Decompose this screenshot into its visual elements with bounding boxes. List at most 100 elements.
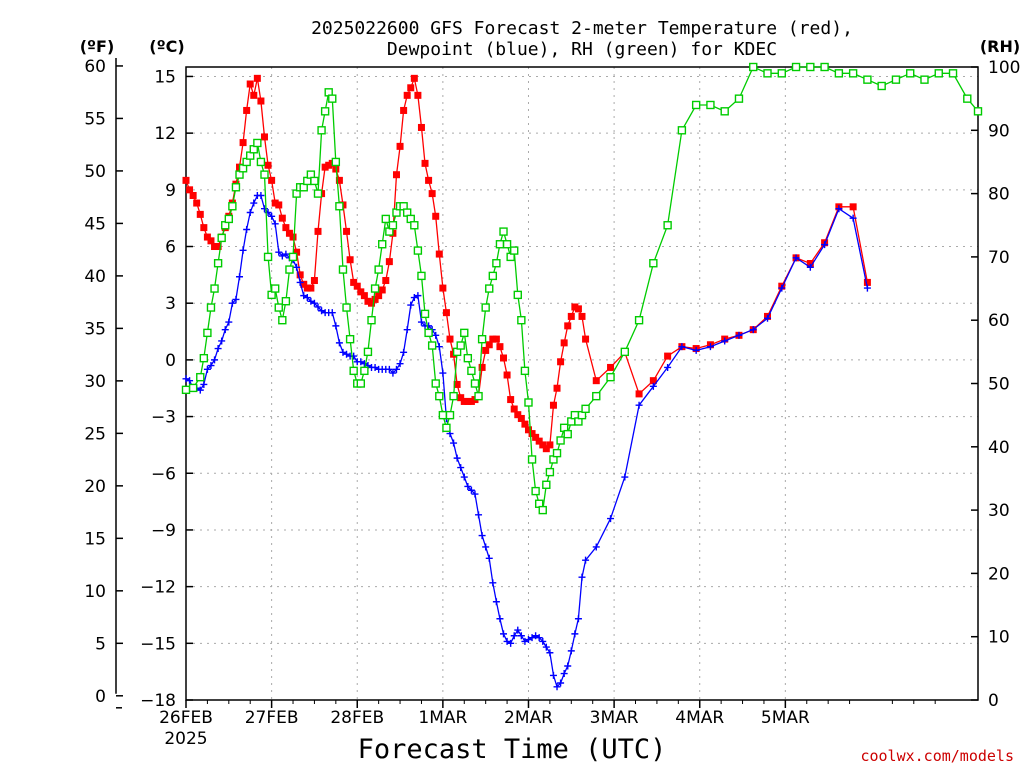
- rh-point: [463, 353, 473, 363]
- x-tick-label: 1MAR: [418, 708, 467, 728]
- fahrenheit-tick-label: 20: [84, 477, 106, 497]
- temperature-point: [250, 91, 258, 99]
- temperature-point: [500, 354, 508, 362]
- rh-unit-label: (RH): [980, 37, 1020, 56]
- rh-point: [274, 303, 283, 312]
- temperature-point: [275, 201, 283, 209]
- series-rh: [181, 62, 983, 515]
- rh-point: [517, 316, 526, 325]
- rh-point: [581, 404, 590, 414]
- rh-point: [545, 467, 555, 477]
- temperature-point: [325, 161, 333, 169]
- rh-point: [527, 455, 537, 464]
- rh-point: [338, 265, 348, 274]
- temperature-point: [564, 322, 572, 330]
- dewpoint-point: [721, 337, 729, 345]
- rh-tick-label: 50: [988, 375, 1010, 395]
- dewpoint-point: [849, 214, 857, 222]
- dewpoint-point: [232, 295, 240, 303]
- rh-point: [206, 303, 216, 312]
- rh-point: [906, 69, 915, 78]
- temperature-point: [489, 335, 497, 343]
- temperature-point: [193, 199, 201, 207]
- x-tick-label: 3MAR: [590, 708, 639, 728]
- rh-point: [620, 347, 630, 357]
- dewpoint-point: [268, 212, 276, 220]
- temperature-point: [346, 256, 354, 264]
- dewpoint-point: [460, 473, 468, 481]
- rh-tick-label: 40: [988, 438, 1010, 458]
- temperature-point: [392, 171, 400, 179]
- temperature-point: [314, 227, 322, 235]
- celsius-tick-label: 15: [154, 67, 176, 87]
- rh-point: [634, 316, 644, 325]
- temperature-point: [310, 277, 318, 285]
- dewpoint-point: [417, 318, 425, 326]
- rh-point: [331, 157, 341, 167]
- temperature-point: [360, 292, 368, 300]
- rh-point: [196, 372, 205, 382]
- series-dewpoint: [182, 191, 871, 691]
- rh-point: [963, 94, 972, 103]
- series-temperature: [182, 74, 871, 453]
- dewpoint-point: [389, 369, 397, 377]
- temperature-point: [549, 401, 557, 409]
- fahrenheit-tick-label: 45: [84, 214, 106, 234]
- rh-point: [345, 334, 355, 344]
- dewpoint-point: [578, 573, 586, 581]
- rh-point: [360, 366, 369, 376]
- celsius-tick-label: −12: [140, 578, 176, 598]
- dewpoint-point: [307, 297, 315, 305]
- rh-point: [891, 75, 901, 84]
- x-axis-year-label: 2025: [164, 729, 207, 749]
- celsius-tick-label: −6: [151, 464, 176, 484]
- rh-point: [188, 383, 198, 393]
- dewpoint-point: [392, 365, 400, 373]
- dewpoint-point: [706, 343, 714, 351]
- rh-point: [367, 316, 376, 325]
- rh-point: [749, 62, 758, 72]
- dewpoint-point: [453, 454, 461, 462]
- temperature-point: [578, 312, 586, 320]
- dewpoint-point: [549, 671, 557, 679]
- dewpoint-point: [567, 647, 575, 655]
- dewpoint-point: [271, 220, 279, 228]
- dewpoint-point: [310, 299, 318, 307]
- temperature-point: [375, 292, 383, 300]
- rh-point: [203, 328, 212, 338]
- rh-point: [256, 157, 266, 167]
- rh-point: [388, 221, 398, 230]
- fahrenheit-tick-label: 0: [95, 687, 106, 707]
- dewpoint-point: [649, 382, 657, 390]
- dewpoint-point: [303, 294, 311, 302]
- rh-point: [288, 252, 298, 262]
- fahrenheit-tick-label: 35: [84, 319, 106, 339]
- temperature-point: [485, 341, 493, 349]
- rh-point: [488, 271, 498, 281]
- dewpoint-point: [678, 343, 686, 351]
- temperature-point: [343, 227, 351, 235]
- dewpoint-point: [350, 352, 358, 360]
- temperature-point: [503, 371, 511, 379]
- dewpoint-point: [282, 250, 290, 258]
- temperature-point: [574, 305, 582, 313]
- temperature-point: [446, 335, 454, 343]
- dewpoint-point: [574, 615, 582, 623]
- temperature-point: [239, 139, 247, 147]
- temperature-point: [432, 212, 440, 220]
- plot-frame: [185, 66, 979, 701]
- dewpoint-point: [535, 634, 543, 642]
- temperature-point: [428, 190, 436, 198]
- x-tick-label: 28FEB: [330, 708, 384, 728]
- dewpoint-point: [503, 637, 511, 645]
- rh-point: [342, 303, 351, 312]
- temperature-point: [268, 176, 276, 184]
- dewpoint-point: [749, 326, 757, 334]
- dewpoint-point: [293, 263, 301, 271]
- dewpoint-point: [507, 639, 515, 647]
- dewpoint-point: [863, 284, 871, 292]
- rh-tick-label: 90: [988, 121, 1010, 141]
- dewpoint-point: [692, 346, 700, 354]
- temperature-point: [243, 106, 251, 114]
- temperature-point: [457, 394, 465, 402]
